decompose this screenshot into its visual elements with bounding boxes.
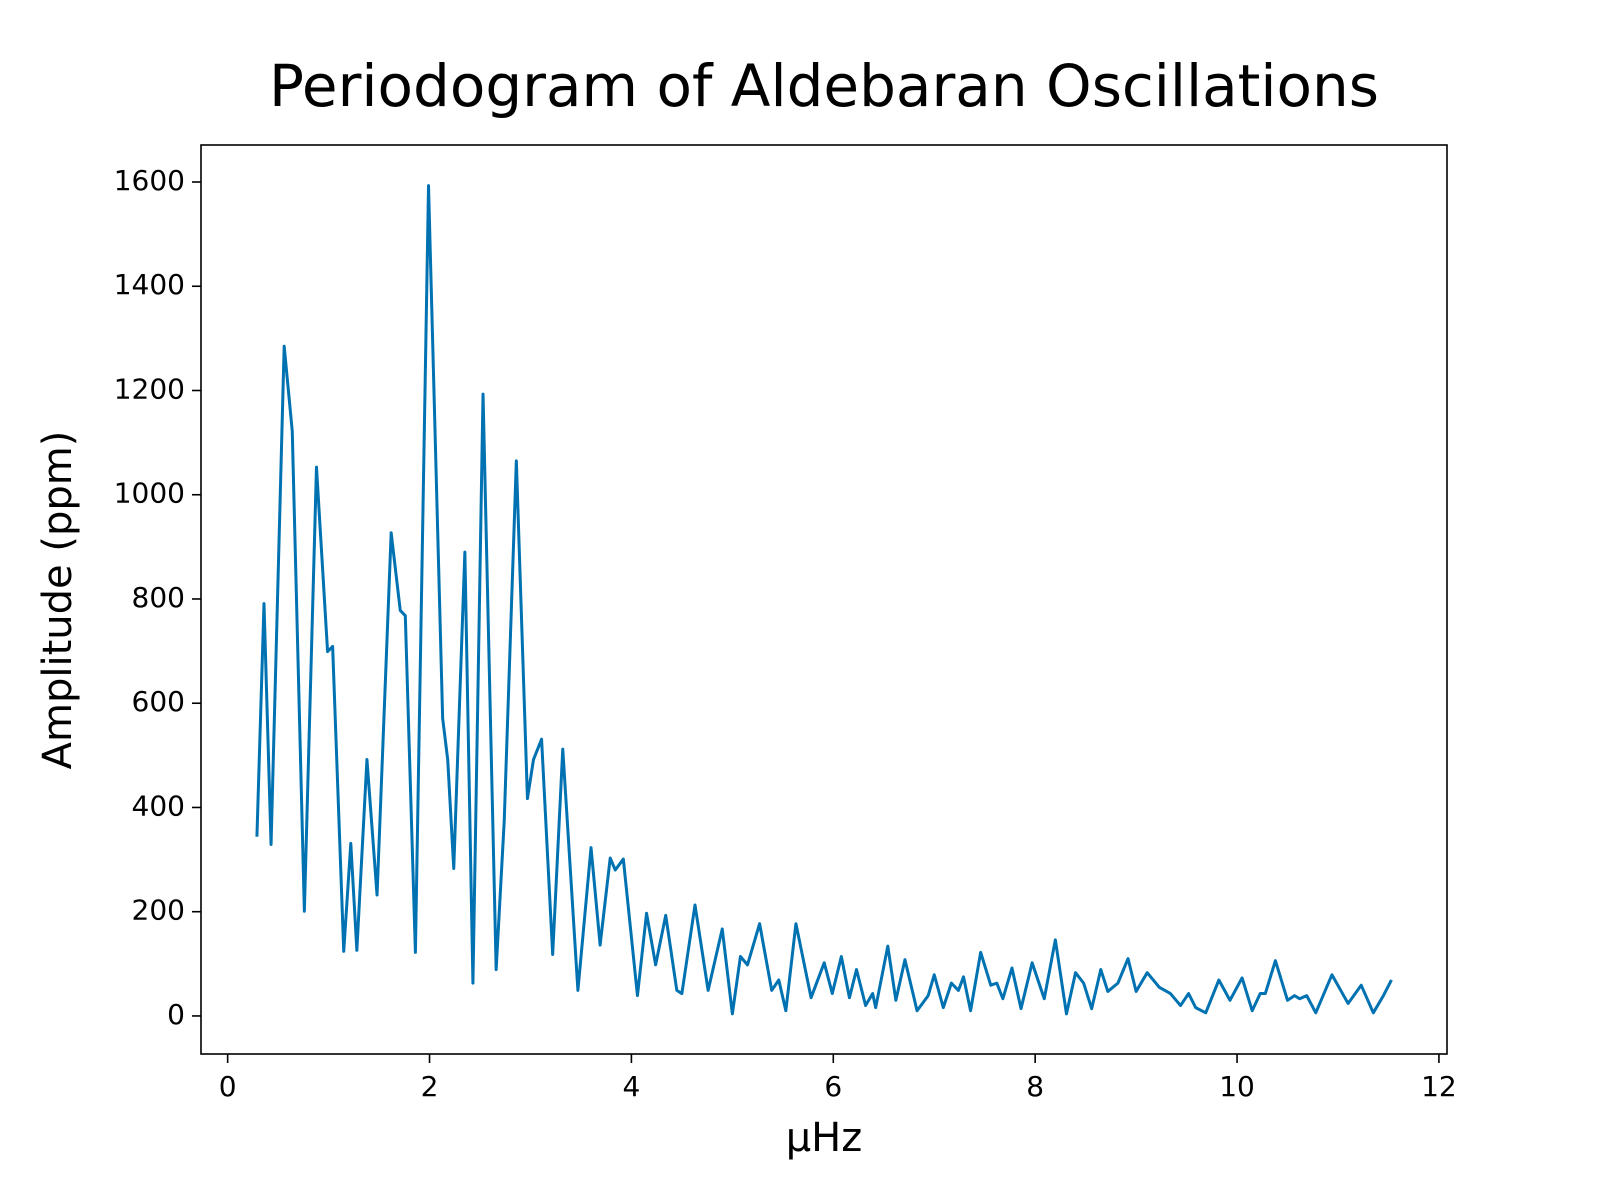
x-tick-label: 6 [824, 1070, 842, 1103]
y-tick-label: 600 [132, 685, 185, 718]
x-tick-label: 10 [1219, 1070, 1255, 1103]
y-tick-label: 1600 [114, 164, 185, 197]
x-tick-label: 0 [219, 1070, 237, 1103]
x-tick-label: 12 [1421, 1070, 1457, 1103]
y-axis-label: Amplitude (ppm) [35, 431, 81, 770]
x-tick-label: 4 [622, 1070, 640, 1103]
y-tick-label: 1400 [114, 268, 185, 301]
data-line [255, 184, 1393, 1016]
y-tick-label: 400 [132, 789, 185, 822]
y-tick-label: 200 [132, 894, 185, 927]
y-tick-label: 0 [167, 998, 185, 1031]
y-tick-label: 1000 [114, 477, 185, 510]
x-tick-label: 8 [1026, 1070, 1044, 1103]
x-tick-label: 2 [421, 1070, 439, 1103]
y-tick-label: 1200 [114, 372, 185, 405]
y-tick-label: 800 [132, 581, 185, 614]
x-axis-label: μHz [786, 1115, 863, 1161]
plot-area [255, 184, 1393, 1016]
chart-title: Periodogram of Aldebaran Oscillations [269, 52, 1379, 120]
